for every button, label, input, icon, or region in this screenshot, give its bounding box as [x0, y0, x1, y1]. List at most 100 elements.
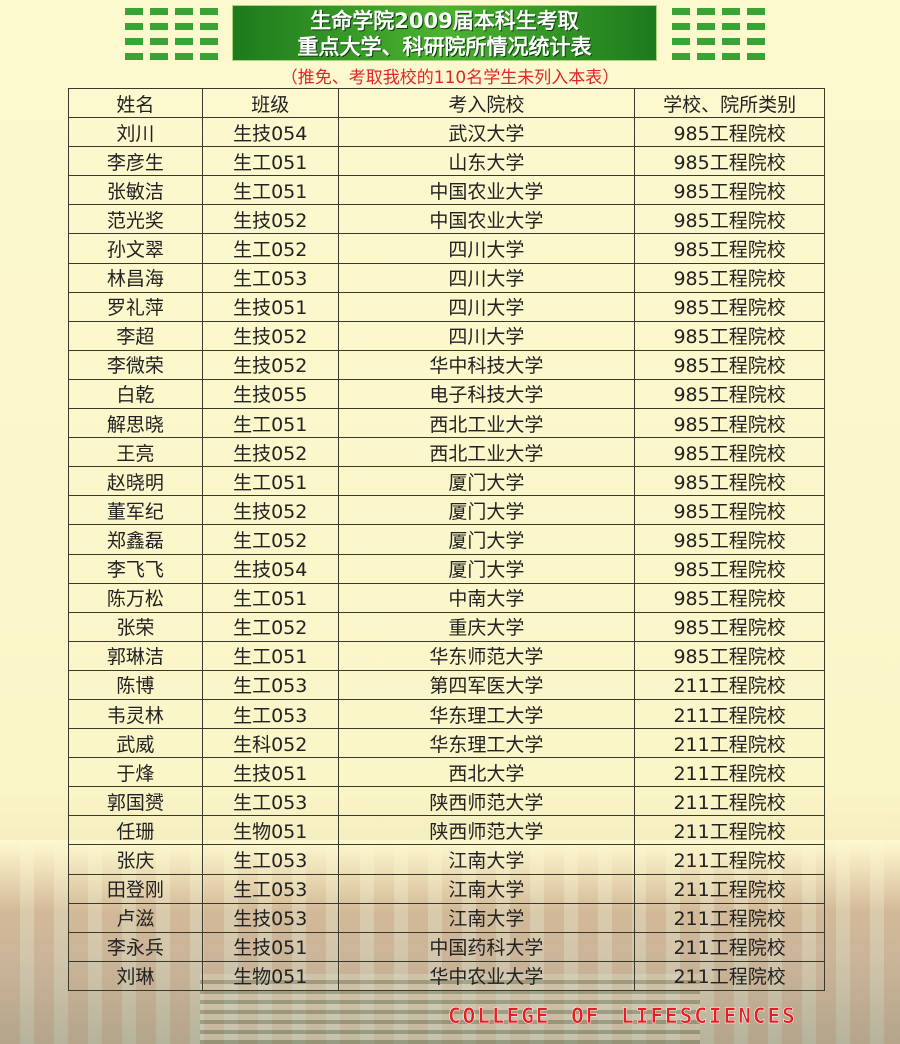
category-cell: 985工程院校 — [634, 204, 825, 235]
school-cell: 华东理工大学 — [337, 728, 636, 759]
footer-college-name: COLLEGE OF LIFESCIENCES — [448, 1004, 797, 1029]
category-cell: 985工程院校 — [634, 640, 825, 671]
category-cell: 985工程院校 — [634, 495, 825, 526]
name-cell: 刘川 — [68, 117, 203, 148]
table-row: 李永兵 生技051 中国药科大学 211工程院校 — [68, 931, 825, 962]
name-cell: 李微荣 — [68, 349, 203, 380]
green-square — [150, 38, 168, 45]
class-cell: 生物051 — [201, 815, 339, 846]
name-cell: 李飞飞 — [68, 553, 203, 584]
category-cell: 211工程院校 — [634, 669, 825, 700]
class-cell: 生技052 — [201, 204, 339, 235]
column-header: 姓名 — [68, 87, 203, 119]
name-cell: 李永兵 — [68, 931, 203, 962]
name-cell: 王亮 — [68, 437, 203, 468]
class-cell: 生物051 — [201, 960, 339, 991]
name-cell: 罗礼萍 — [68, 291, 203, 322]
green-square — [175, 8, 193, 15]
category-cell: 985工程院校 — [634, 582, 825, 613]
class-cell: 生工053 — [201, 262, 339, 293]
category-cell: 985工程院校 — [634, 262, 825, 293]
name-cell: 卢滋 — [68, 902, 203, 933]
table-row: 刘琳 生物051 华中农业大学 211工程院校 — [68, 960, 825, 991]
green-square — [672, 8, 690, 15]
class-cell: 生工052 — [201, 524, 339, 555]
green-square — [722, 8, 740, 15]
decorative-squares-left — [125, 8, 218, 60]
name-cell: 董军纪 — [68, 495, 203, 526]
school-cell: 山东大学 — [337, 146, 636, 177]
category-cell: 985工程院校 — [634, 524, 825, 555]
class-cell: 生技052 — [201, 320, 339, 351]
table-row: 李彦生 生工051 山东大学 985工程院校 — [68, 146, 825, 177]
green-square — [175, 53, 193, 60]
category-cell: 985工程院校 — [634, 553, 825, 584]
table-row: 张敏洁 生工051 中国农业大学 985工程院校 — [68, 175, 825, 206]
green-square — [200, 53, 218, 60]
name-cell: 张敏洁 — [68, 175, 203, 206]
green-square — [125, 23, 143, 30]
category-cell: 985工程院校 — [634, 117, 825, 148]
green-square — [722, 38, 740, 45]
school-cell: 华东理工大学 — [337, 698, 636, 730]
school-cell: 江南大学 — [337, 902, 636, 933]
class-cell: 生工053 — [201, 669, 339, 700]
table-row: 李飞飞 生技054 厦门大学 985工程院校 — [68, 553, 825, 584]
class-cell: 生工052 — [201, 611, 339, 642]
category-cell: 985工程院校 — [634, 233, 825, 264]
table-row: 李微荣 生技052 华中科技大学 985工程院校 — [68, 349, 825, 380]
green-square — [747, 23, 765, 30]
table-row: 武威 生科052 华东理工大学 211工程院校 — [68, 728, 825, 759]
name-cell: 武威 — [68, 728, 203, 759]
green-square — [747, 53, 765, 60]
table-row: 卢滋 生技053 江南大学 211工程院校 — [68, 902, 825, 933]
school-cell: 武汉大学 — [337, 117, 636, 148]
green-square — [175, 23, 193, 30]
class-cell: 生技052 — [201, 437, 339, 468]
title-banner: 生命学院2009届本科生考取 重点大学、科研院所情况统计表 — [232, 5, 657, 61]
table-row: 李超 生技052 四川大学 985工程院校 — [68, 320, 825, 351]
green-square — [125, 53, 143, 60]
table-row: 韦灵林 生工053 华东理工大学 211工程院校 — [68, 698, 825, 730]
class-cell: 生工053 — [201, 698, 339, 730]
table-row: 张庆 生工053 江南大学 211工程院校 — [68, 844, 825, 875]
school-cell: 厦门大学 — [337, 553, 636, 584]
school-cell: 华中农业大学 — [337, 960, 636, 991]
name-cell: 刘琳 — [68, 960, 203, 991]
table-row: 王亮 生技052 西北工业大学 985工程院校 — [68, 437, 825, 468]
name-cell: 郭国赟 — [68, 786, 203, 817]
category-cell: 985工程院校 — [634, 611, 825, 642]
school-cell: 四川大学 — [337, 262, 636, 293]
name-cell: 任珊 — [68, 815, 203, 846]
green-square — [150, 8, 168, 15]
green-square — [672, 23, 690, 30]
class-cell: 生技051 — [201, 757, 339, 788]
school-cell: 西北大学 — [337, 757, 636, 788]
green-square — [697, 53, 715, 60]
name-cell: 田登刚 — [68, 873, 203, 904]
class-cell: 生技055 — [201, 378, 339, 410]
school-cell: 江南大学 — [337, 873, 636, 904]
category-cell: 211工程院校 — [634, 728, 825, 759]
name-cell: 张庆 — [68, 844, 203, 875]
table-row: 陈博 生工053 第四军医大学 211工程院校 — [68, 669, 825, 700]
category-cell: 211工程院校 — [634, 873, 825, 904]
school-cell: 西北工业大学 — [337, 408, 636, 439]
name-cell: 孙文翠 — [68, 233, 203, 264]
green-square — [672, 53, 690, 60]
table-row: 任珊 生物051 陕西师范大学 211工程院校 — [68, 815, 825, 846]
class-cell: 生工051 — [201, 146, 339, 177]
green-square — [200, 38, 218, 45]
table-row: 解思晓 生工051 西北工业大学 985工程院校 — [68, 408, 825, 439]
class-cell: 生技054 — [201, 117, 339, 148]
name-cell: 郑鑫磊 — [68, 524, 203, 555]
table-row: 范光奖 生技052 中国农业大学 985工程院校 — [68, 204, 825, 235]
column-header: 学校、院所类别 — [634, 87, 825, 119]
category-cell: 985工程院校 — [634, 146, 825, 177]
name-cell: 赵晓明 — [68, 466, 203, 497]
column-header: 考入院校 — [337, 87, 636, 119]
green-square — [697, 23, 715, 30]
category-cell: 211工程院校 — [634, 698, 825, 730]
admission-table: 姓名 班级 考入院校 学校、院所类别 刘川 生技054 武汉大学 985工程院校 李彦生 生工0… — [68, 87, 825, 991]
category-cell: 211工程院校 — [634, 757, 825, 788]
